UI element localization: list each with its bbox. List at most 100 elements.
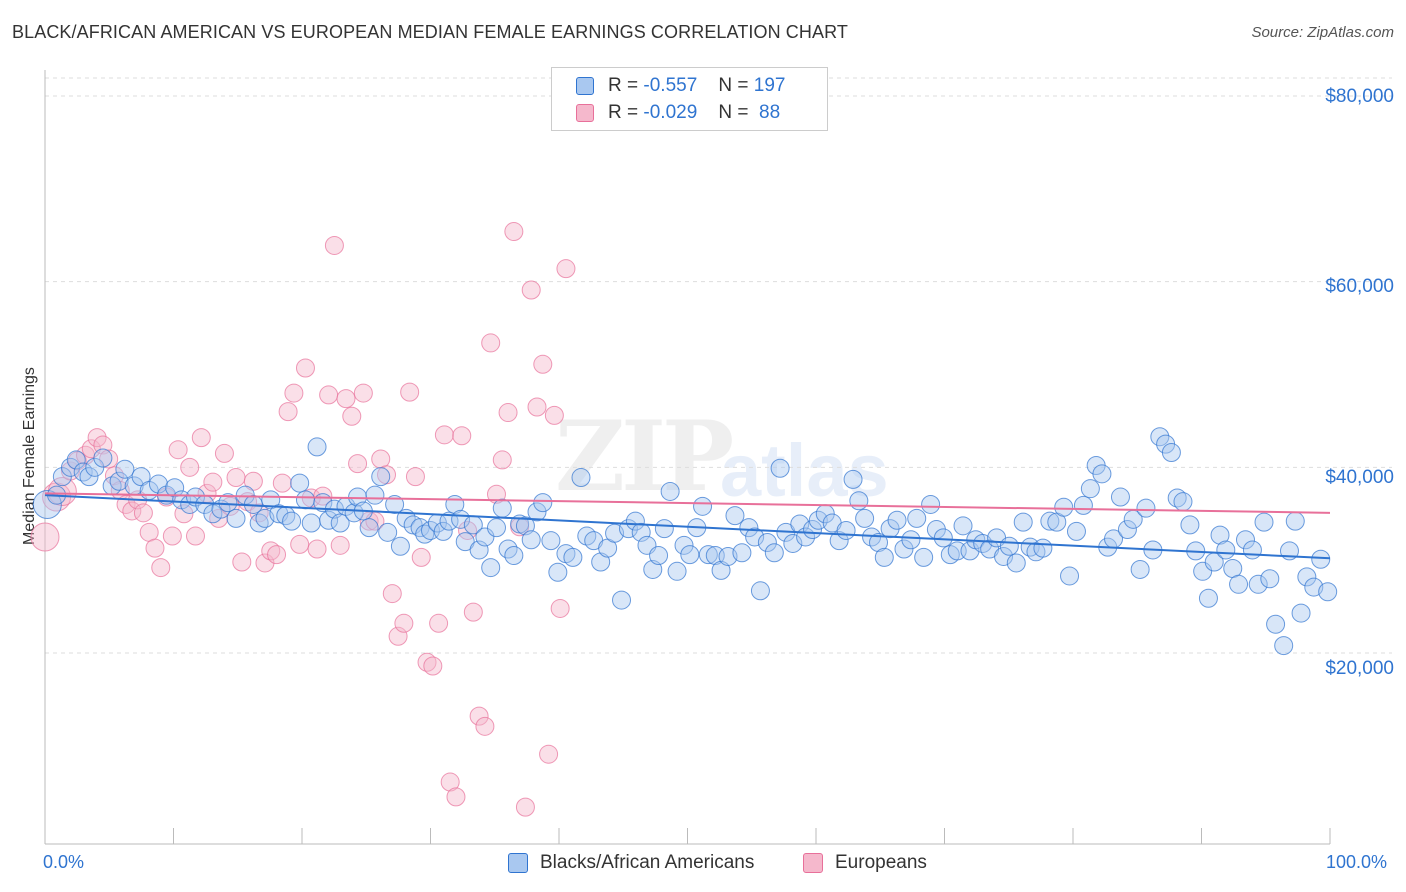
- point-blacks: [1311, 549, 1331, 569]
- r-value: -0.029: [643, 102, 698, 123]
- legend-item-europeans[interactable]: Europeans: [803, 852, 927, 874]
- point-blacks: [1248, 574, 1268, 594]
- point-europeans: [261, 541, 281, 561]
- point-blacks: [301, 513, 321, 533]
- point-blacks: [745, 527, 765, 547]
- point-europeans: [527, 397, 547, 417]
- point-europeans: [475, 716, 495, 736]
- point-blacks: [783, 533, 803, 553]
- point-blacks: [1080, 479, 1100, 499]
- point-europeans: [539, 744, 559, 764]
- point-blacks: [739, 518, 759, 538]
- point-europeans: [226, 468, 246, 488]
- point-blacks: [843, 469, 863, 489]
- point-blacks: [371, 467, 391, 487]
- point-europeans: [272, 473, 292, 493]
- point-europeans: [446, 787, 466, 807]
- point-europeans: [515, 797, 535, 817]
- point-europeans: [174, 504, 194, 524]
- point-europeans: [504, 222, 524, 242]
- point-blacks: [1117, 520, 1137, 540]
- point-blacks: [486, 518, 506, 538]
- point-blacks: [869, 533, 889, 553]
- point-europeans: [417, 652, 437, 672]
- point-europeans: [99, 449, 119, 469]
- point-europeans: [463, 602, 483, 622]
- legend-row-blacks: R = -0.557 N = 197: [576, 74, 785, 98]
- point-europeans: [521, 280, 541, 300]
- point-blacks: [849, 491, 869, 511]
- point-europeans: [342, 406, 362, 426]
- legend-label-europeans: Europeans: [835, 852, 927, 873]
- point-blacks: [1260, 569, 1280, 589]
- point-blacks: [693, 496, 713, 516]
- point-blacks: [1167, 488, 1187, 508]
- point-europeans: [203, 472, 223, 492]
- trendline-blacks: [44, 494, 1331, 560]
- point-blacks: [1054, 497, 1074, 517]
- point-blacks: [994, 546, 1014, 566]
- point-blacks: [732, 543, 752, 563]
- series-legend: Blacks/African Americans Europeans: [0, 852, 1406, 876]
- point-europeans: [133, 503, 153, 523]
- point-blacks: [365, 485, 385, 505]
- point-europeans: [550, 598, 570, 618]
- point-europeans: [30, 522, 60, 552]
- point-blacks: [1285, 511, 1305, 531]
- point-blacks: [1136, 498, 1156, 518]
- point-blacks: [770, 458, 790, 478]
- point-blacks: [571, 468, 591, 488]
- point-blacks: [855, 508, 875, 528]
- point-blacks: [378, 522, 398, 542]
- point-europeans: [440, 772, 460, 792]
- x-tick-label-max: 100.0%: [1326, 852, 1388, 872]
- point-blacks: [1254, 512, 1274, 532]
- point-blacks: [93, 448, 113, 468]
- point-blacks: [660, 481, 680, 501]
- point-europeans: [533, 354, 553, 374]
- point-blacks: [1297, 567, 1317, 587]
- point-europeans: [295, 358, 315, 378]
- point-blacks: [907, 508, 927, 528]
- point-blacks: [115, 459, 135, 479]
- point-europeans: [452, 426, 472, 446]
- point-blacks: [359, 518, 379, 538]
- point-blacks: [894, 539, 914, 559]
- point-blacks: [1180, 515, 1200, 535]
- point-europeans: [423, 656, 443, 676]
- point-blacks: [1216, 540, 1236, 560]
- point-blacks: [1266, 614, 1286, 634]
- point-blacks: [527, 502, 547, 522]
- point-blacks: [1229, 574, 1249, 594]
- point-blacks: [836, 520, 856, 540]
- point-europeans: [481, 333, 501, 353]
- point-blacks: [109, 471, 129, 491]
- watermark-atlas: atlas: [720, 429, 889, 512]
- point-europeans: [458, 520, 478, 540]
- point-europeans: [411, 547, 431, 567]
- point-blacks: [649, 546, 669, 566]
- point-blacks: [1040, 511, 1060, 531]
- point-blacks: [764, 543, 784, 563]
- point-blacks: [415, 524, 435, 544]
- source-label: Source: ZipAtlas.com: [1251, 24, 1394, 41]
- legend-item-blacks[interactable]: Blacks/African Americans: [508, 852, 754, 874]
- x-tick-label-min: 0.0%: [43, 852, 85, 872]
- legend-label-blacks: Blacks/African Americans: [540, 852, 755, 873]
- point-europeans: [319, 385, 339, 405]
- n-label: N =: [718, 102, 749, 123]
- point-blacks: [933, 528, 953, 548]
- point-europeans: [151, 558, 171, 578]
- y-tick-label-80000: $80,000: [1325, 86, 1394, 107]
- point-blacks: [290, 473, 310, 493]
- point-europeans: [162, 526, 182, 546]
- r-label: R =: [608, 75, 639, 96]
- point-blacks: [563, 547, 583, 567]
- point-blacks: [218, 493, 238, 513]
- point-europeans: [330, 535, 350, 555]
- point-blacks: [319, 510, 339, 530]
- point-europeans: [122, 501, 142, 521]
- point-blacks: [504, 546, 524, 566]
- point-blacks: [541, 531, 561, 551]
- chart-title: BLACK/AFRICAN AMERICAN VS EUROPEAN MEDIA…: [12, 22, 848, 42]
